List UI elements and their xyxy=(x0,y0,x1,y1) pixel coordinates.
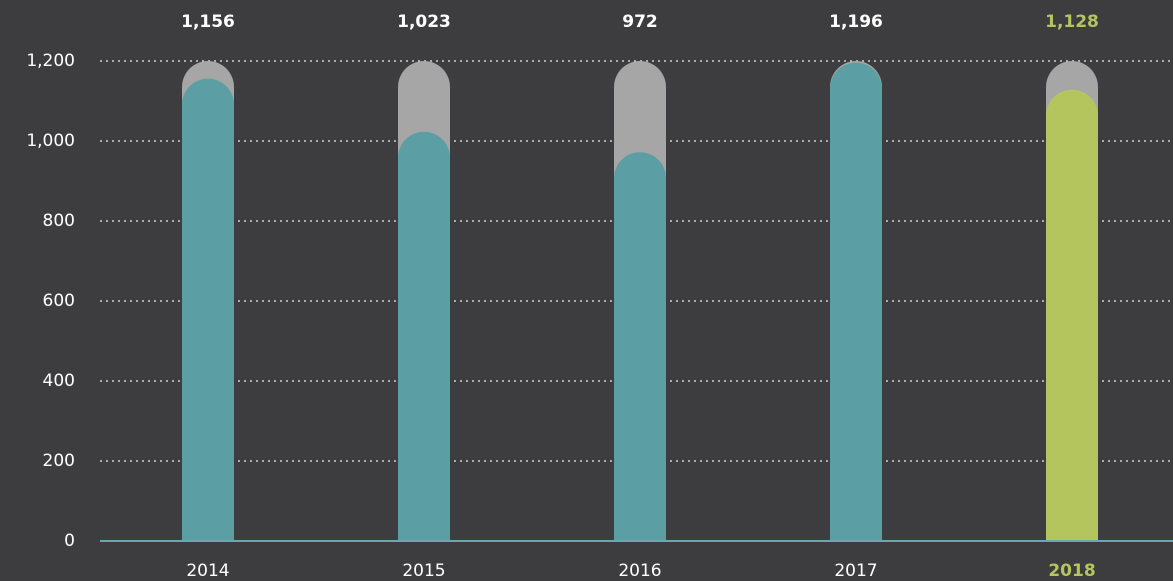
y-tick-label: 800 xyxy=(43,211,75,231)
x-tick-label: 2018 xyxy=(1048,561,1095,581)
bar xyxy=(398,131,450,542)
value-label: 972 xyxy=(622,12,658,32)
y-tick-label: 200 xyxy=(43,451,75,471)
value-label: 1,196 xyxy=(829,12,883,32)
bar xyxy=(614,152,666,541)
x-tick-label: 2015 xyxy=(402,561,445,581)
x-tick-label: 2014 xyxy=(186,561,229,581)
y-tick-label: 600 xyxy=(43,291,75,311)
y-tick-label: 1,000 xyxy=(26,131,75,151)
value-label: 1,023 xyxy=(397,12,451,32)
y-tick-label: 0 xyxy=(64,531,75,551)
bar xyxy=(182,78,234,541)
value-label: 1,128 xyxy=(1045,12,1099,32)
y-tick-label: 400 xyxy=(43,371,75,391)
x-tick-label: 2016 xyxy=(618,561,661,581)
y-tick-label: 1,200 xyxy=(26,51,75,71)
bar xyxy=(830,62,882,541)
bar xyxy=(1046,89,1098,541)
value-label: 1,156 xyxy=(181,12,235,32)
x-tick-label: 2017 xyxy=(834,561,877,581)
